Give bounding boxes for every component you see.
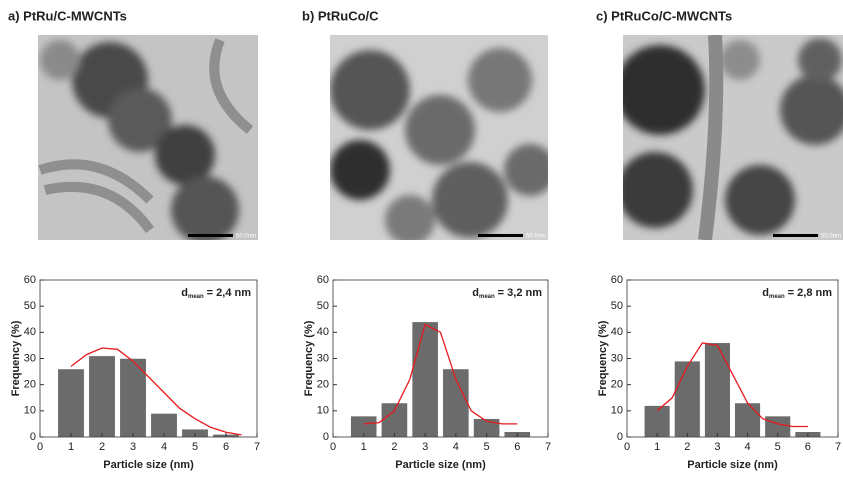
annotation: dmean = 2,4 nm bbox=[181, 287, 251, 300]
plot-frame bbox=[332, 279, 549, 438]
x-tick-label: 6 bbox=[223, 441, 229, 453]
x-tick-label: 1 bbox=[361, 441, 367, 453]
x-tick-label: 5 bbox=[775, 441, 781, 453]
x-tick-label: 5 bbox=[484, 441, 490, 453]
panel-title: c) PtRuCo/C-MWCNTs bbox=[596, 8, 732, 23]
fit-curve bbox=[656, 342, 808, 428]
annotation: dmean = 3,2 nm bbox=[472, 287, 542, 300]
y-tick-label: 10 bbox=[317, 405, 329, 417]
x-axis-label: Particle size (nm) bbox=[687, 459, 778, 471]
tem-image bbox=[330, 35, 548, 240]
y-tick-label: 30 bbox=[611, 352, 623, 364]
x-tick-label: 3 bbox=[130, 441, 136, 453]
y-tick-label: 0 bbox=[30, 431, 36, 443]
y-tick-label: 0 bbox=[323, 431, 329, 443]
panel-title: b) PtRuCo/C bbox=[302, 8, 379, 23]
bar bbox=[411, 321, 439, 438]
x-axis-label: Particle size (nm) bbox=[395, 459, 486, 471]
y-tick-label: 20 bbox=[24, 379, 36, 391]
y-axis-label: Frequency (%) bbox=[10, 320, 22, 396]
y-tick-label: 40 bbox=[611, 326, 623, 338]
x-tick-label: 4 bbox=[453, 441, 459, 453]
scale-bar bbox=[188, 234, 233, 237]
annotation-part: = 2,8 nm bbox=[788, 287, 833, 299]
bar bbox=[674, 360, 701, 438]
annotation-part: d bbox=[181, 287, 188, 299]
fit-curve bbox=[363, 323, 518, 425]
x-tick-label: 6 bbox=[514, 441, 520, 453]
x-tick-label: 3 bbox=[714, 441, 720, 453]
bar bbox=[381, 402, 408, 438]
annotation-part: mean bbox=[769, 294, 785, 300]
y-tick-label: 10 bbox=[24, 405, 36, 417]
x-tick-label: 2 bbox=[391, 441, 397, 453]
y-tick-label: 30 bbox=[24, 352, 36, 364]
y-tick-label: 60 bbox=[317, 274, 329, 286]
annotation: dmean = 2,8 nm bbox=[762, 287, 832, 300]
y-tick-label: 20 bbox=[611, 379, 623, 391]
fit-curve bbox=[70, 347, 242, 436]
y-tick-label: 50 bbox=[611, 300, 623, 312]
scale-bar bbox=[478, 234, 523, 237]
annotation-part: mean bbox=[188, 294, 204, 300]
x-tick-label: 1 bbox=[654, 441, 660, 453]
x-tick-label: 5 bbox=[192, 441, 198, 453]
y-tick-label: 20 bbox=[317, 379, 329, 391]
x-tick-label: 7 bbox=[835, 441, 841, 453]
y-tick-label: 60 bbox=[24, 274, 36, 286]
y-axis-label: Frequency (%) bbox=[597, 320, 609, 396]
y-tick-label: 50 bbox=[24, 300, 36, 312]
x-tick-label: 0 bbox=[624, 441, 630, 453]
x-tick-label: 2 bbox=[99, 441, 105, 453]
bar bbox=[119, 358, 147, 438]
x-axis-label: Particle size (nm) bbox=[103, 459, 194, 471]
y-tick-label: 30 bbox=[317, 352, 329, 364]
x-tick-label: 1 bbox=[68, 441, 74, 453]
scale-bar-label: 50.0nm bbox=[526, 234, 546, 240]
panel-title: a) PtRu/C-MWCNTs bbox=[8, 8, 127, 23]
y-tick-label: 10 bbox=[611, 405, 623, 417]
y-tick-label: 40 bbox=[317, 326, 329, 338]
annotation-part: d bbox=[472, 287, 479, 299]
annotation-part: = 2,4 nm bbox=[207, 287, 252, 299]
y-tick-label: 50 bbox=[317, 300, 329, 312]
x-tick-label: 4 bbox=[161, 441, 167, 453]
tem-image bbox=[38, 35, 258, 240]
annotation-part: = 3,2 nm bbox=[498, 287, 543, 299]
annotation-part: mean bbox=[479, 294, 495, 300]
y-axis-label: Frequency (%) bbox=[303, 320, 315, 396]
y-tick-label: 40 bbox=[24, 326, 36, 338]
x-tick-label: 7 bbox=[254, 441, 260, 453]
x-tick-label: 4 bbox=[745, 441, 751, 453]
bar bbox=[88, 355, 116, 438]
tem-image bbox=[623, 35, 843, 240]
scale-bar-label: 50.0nm bbox=[236, 234, 256, 240]
scale-bar bbox=[773, 234, 818, 237]
bar bbox=[704, 342, 731, 438]
x-tick-label: 6 bbox=[805, 441, 811, 453]
x-tick-label: 0 bbox=[330, 441, 336, 453]
x-tick-label: 2 bbox=[684, 441, 690, 453]
annotation-part: d bbox=[762, 287, 769, 299]
bar bbox=[734, 402, 761, 438]
x-tick-label: 0 bbox=[37, 441, 43, 453]
bar bbox=[57, 368, 85, 438]
x-tick-label: 3 bbox=[422, 441, 428, 453]
y-tick-label: 60 bbox=[611, 274, 623, 286]
x-tick-label: 7 bbox=[545, 441, 551, 453]
scale-bar-label: 50.0nm bbox=[821, 234, 841, 240]
y-tick-label: 0 bbox=[617, 431, 623, 443]
